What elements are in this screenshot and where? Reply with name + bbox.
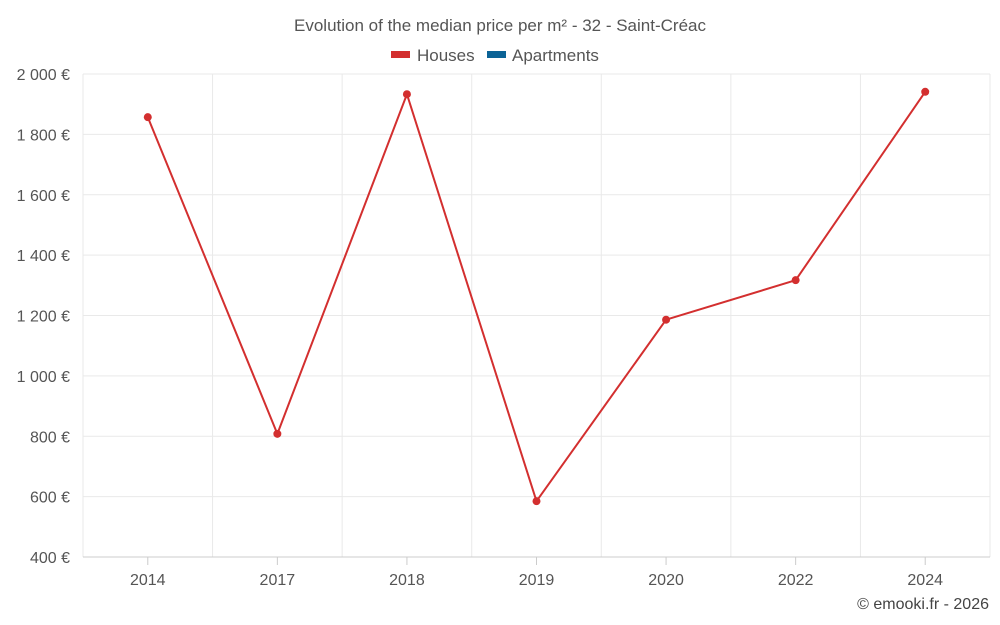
series-line [146, 91, 927, 503]
credit: © emooki.fr - 2026 [857, 596, 989, 613]
legend-swatch-apartments [487, 51, 506, 58]
data-point[interactable] [662, 315, 671, 324]
x-tick-label: 2018 [389, 572, 425, 589]
x-tick-label: 2014 [130, 572, 166, 589]
y-tick-label: 1 600 € [17, 188, 70, 205]
legend: Houses Apartments [391, 46, 599, 65]
data-point[interactable] [273, 429, 282, 438]
x-tick-label: 2020 [648, 572, 684, 589]
legend-label-apartments: Apartments [512, 46, 599, 65]
y-tick-label: 2 000 € [17, 67, 70, 84]
data-point[interactable] [532, 497, 541, 506]
data-point[interactable] [143, 113, 152, 122]
y-axis-ticks: 400 € 600 € 800 € 1 000 € 1 200 € 1 400 € 1 60… [17, 67, 70, 567]
x-tick-label: 2024 [907, 572, 943, 589]
x-tick-label: 2017 [260, 572, 296, 589]
legend-swatch-houses [391, 51, 410, 58]
chart-title: Evolution of the median price per m² - 3… [294, 16, 706, 35]
y-tick-label: 400 € [30, 550, 70, 567]
x-tick-label: 2022 [778, 572, 814, 589]
legend-item-apartments[interactable]: Apartments [487, 46, 599, 65]
y-tick-label: 800 € [30, 429, 70, 446]
y-tick-label: 1 200 € [17, 309, 70, 326]
y-tick-label: 600 € [30, 490, 70, 507]
y-tick-label: 1 400 € [17, 248, 70, 265]
y-tick-label: 1 000 € [17, 369, 70, 386]
series-houses [143, 87, 930, 506]
data-point[interactable] [921, 87, 930, 96]
legend-label-houses: Houses [417, 46, 475, 65]
data-point[interactable] [402, 90, 411, 99]
x-axis-ticks: 2014 2017 2018 2019 2020 2022 2024 [130, 557, 943, 589]
legend-item-houses[interactable]: Houses [391, 46, 475, 65]
x-tick-label: 2019 [519, 572, 555, 589]
data-point[interactable] [791, 276, 800, 285]
y-tick-label: 1 800 € [17, 127, 70, 144]
grid [82, 73, 991, 558]
